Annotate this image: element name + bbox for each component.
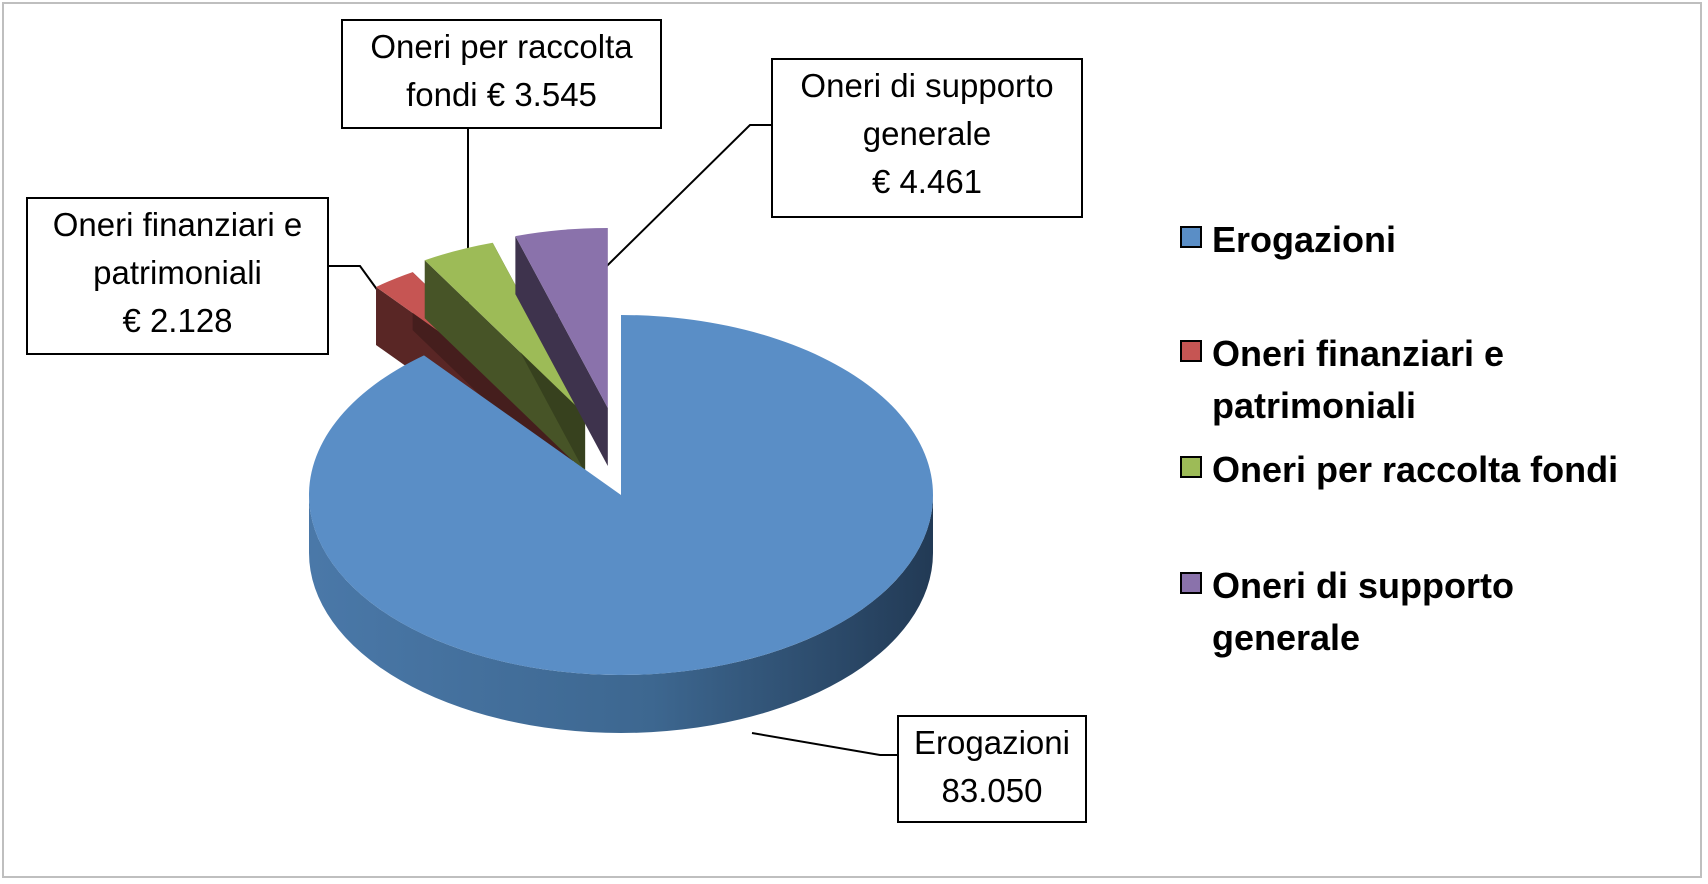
legend-swatch-oneri-supporto: [1180, 572, 1202, 594]
pie-slice-wall-oneri-supporto: [515, 236, 608, 466]
pie-slice-erogazioni: [308, 315, 933, 675]
legend-label-oneri-supporto-line2: generale: [1212, 617, 1361, 658]
legend-label-erogazioni: Erogazioni: [1212, 214, 1682, 266]
legend-item-oneri-supporto: Oneri di supporto generale: [1180, 560, 1682, 664]
legend-label-oneri-supporto-line1: Oneri di supporto: [1212, 565, 1514, 606]
legend-item-oneri-raccolta: Oneri per raccolta fondi: [1180, 444, 1682, 496]
legend-item-erogazioni: Erogazioni: [1180, 214, 1682, 266]
legend-swatch-oneri-raccolta: [1180, 456, 1202, 478]
legend-label-oneri-finanziari: Oneri finanziari e patrimoniali: [1212, 328, 1682, 432]
legend-label-oneri-finanziari-line2: patrimoniali: [1212, 385, 1417, 426]
data-label-oneri-finanziari-line2: patrimoniali: [93, 254, 262, 291]
data-label-oneri-supporto: Oneri di supporto generale € 4.461: [771, 58, 1083, 218]
data-label-oneri-supporto-line2: generale: [862, 115, 992, 152]
data-label-erogazioni-value: 83.050: [941, 772, 1043, 809]
data-label-oneri-finanziari: Oneri finanziari e patrimoniali € 2.128: [26, 197, 329, 355]
data-label-oneri-supporto-line1: Oneri di supporto: [800, 67, 1054, 104]
data-label-oneri-raccolta-line1: Oneri per raccolta: [370, 28, 633, 65]
data-label-oneri-raccolta: Oneri per raccolta fondi € 3.545: [341, 19, 662, 129]
pie-slice-wall-oneri-raccolta: [424, 260, 586, 473]
data-label-oneri-raccolta-line2: fondi € 3.545: [406, 76, 597, 113]
legend-label-oneri-finanziari-line1: Oneri finanziari e: [1212, 333, 1505, 374]
data-label-oneri-supporto-value: € 4.461: [871, 163, 983, 200]
leader-line-erogazioni: [751, 732, 897, 756]
legend-label-oneri-supporto: Oneri di supporto generale: [1212, 560, 1682, 664]
legend-label-oneri-raccolta-line1: Oneri per raccolta fondi: [1212, 449, 1619, 490]
data-label-erogazioni: Erogazioni 83.050: [897, 715, 1087, 823]
legend-swatch-erogazioni: [1180, 226, 1202, 248]
legend-label-erogazioni-line1: Erogazioni: [1212, 219, 1397, 260]
pie-slice-oneri-raccolta: [424, 242, 586, 415]
data-label-erogazioni-line1: Erogazioni: [914, 724, 1070, 761]
legend-label-oneri-raccolta: Oneri per raccolta fondi: [1212, 444, 1682, 496]
legend-item-oneri-finanziari: Oneri finanziari e patrimoniali: [1180, 328, 1682, 432]
data-label-oneri-finanziari-value: € 2.128: [122, 302, 233, 339]
leader-line-oneri-supporto: [555, 124, 771, 317]
legend-swatch-oneri-finanziari: [1180, 340, 1202, 362]
pie-slice-oneri-supporto: [515, 227, 608, 408]
pie-slice-side-erogazioni: [309, 495, 933, 733]
data-label-oneri-finanziari-line1: Oneri finanziari e: [52, 206, 303, 243]
